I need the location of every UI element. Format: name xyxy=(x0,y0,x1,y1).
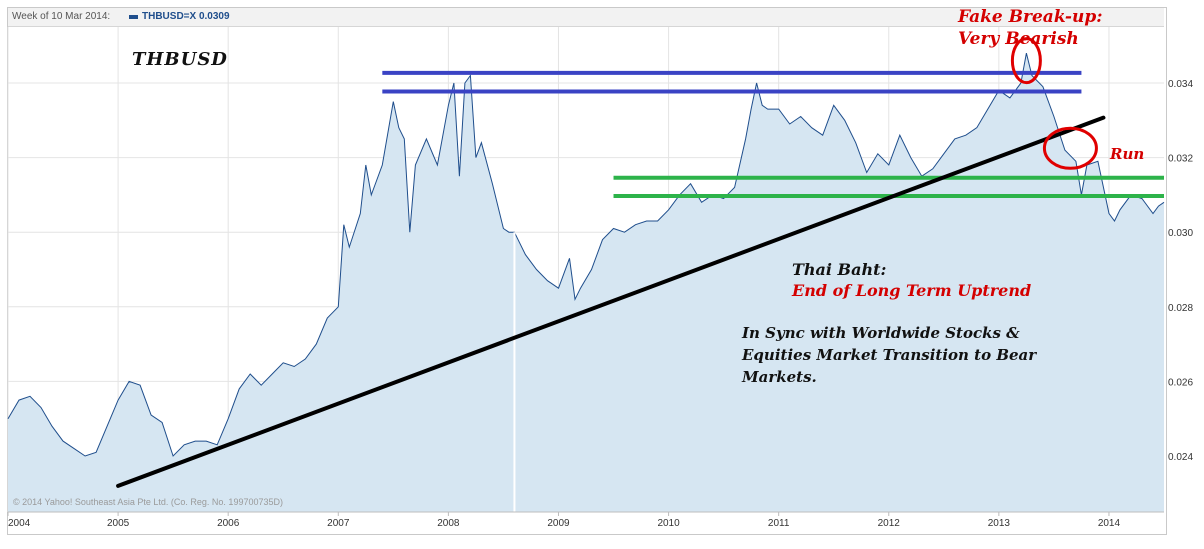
highlight-circle xyxy=(1010,37,1042,85)
fake-breakup-line2: Very Bearish xyxy=(958,29,1079,49)
x-tick-label: 2005 xyxy=(107,518,130,529)
copyright-notice: © 2014 Yahoo! Southeast Asia Pte Ltd. (C… xyxy=(13,497,283,507)
x-tick-label: 2013 xyxy=(988,518,1011,529)
y-tick-label: 0.034 xyxy=(1168,79,1193,90)
x-tick-label: 2014 xyxy=(1098,518,1121,529)
x-tick-label: 2008 xyxy=(437,518,460,529)
x-tick-label: 2004 xyxy=(8,518,31,529)
analysis-overlays xyxy=(116,37,1164,488)
run-annotation: Run xyxy=(1110,145,1145,163)
sync-annotation: In Sync with Worldwide Stocks & Equities… xyxy=(742,324,1037,386)
series-line xyxy=(7,52,1165,457)
legend-series: THBUSD=X 0.0309 xyxy=(142,11,230,22)
fake-breakup-line1: Fake Break-up: xyxy=(958,7,1103,27)
series-area xyxy=(8,53,1164,512)
thai-baht-annotation: Thai Baht: xyxy=(792,260,887,279)
y-axis: 0.024 0.026 0.028 0.030 0.032 0.034 xyxy=(1168,79,1193,463)
x-tick-label: 2007 xyxy=(327,518,350,529)
end-uptrend-annotation: End of Long Term Uptrend xyxy=(792,281,1032,300)
x-tick-label: 2010 xyxy=(657,518,680,529)
trendline xyxy=(116,115,1106,488)
legend-strip xyxy=(8,8,1164,27)
x-tick-label: 2006 xyxy=(217,518,240,529)
y-tick-label: 0.028 xyxy=(1168,303,1193,314)
chart-title: THBUSD xyxy=(132,49,228,70)
x-axis: 2004 2005 2006 2007 2008 2009 2010 2011 2012 2013… xyxy=(7,511,1164,529)
y-tick-label: 0.030 xyxy=(1168,228,1193,239)
fake-breakup-annotation: Fake Break-up: Very Bearish xyxy=(958,6,1103,50)
x-tick-label: 2011 xyxy=(768,518,790,529)
y-tick-label: 0.032 xyxy=(1168,154,1193,165)
legend-swatch xyxy=(129,15,138,19)
y-tick-label: 0.024 xyxy=(1168,452,1193,463)
price-area xyxy=(7,52,1165,512)
legend-date: Week of 10 Mar 2014: xyxy=(12,11,111,22)
y-tick-label: 0.026 xyxy=(1168,377,1193,388)
x-tick-label: 2012 xyxy=(878,518,901,529)
x-tick-label: 2009 xyxy=(547,518,570,529)
highlight-circle xyxy=(1042,126,1098,170)
